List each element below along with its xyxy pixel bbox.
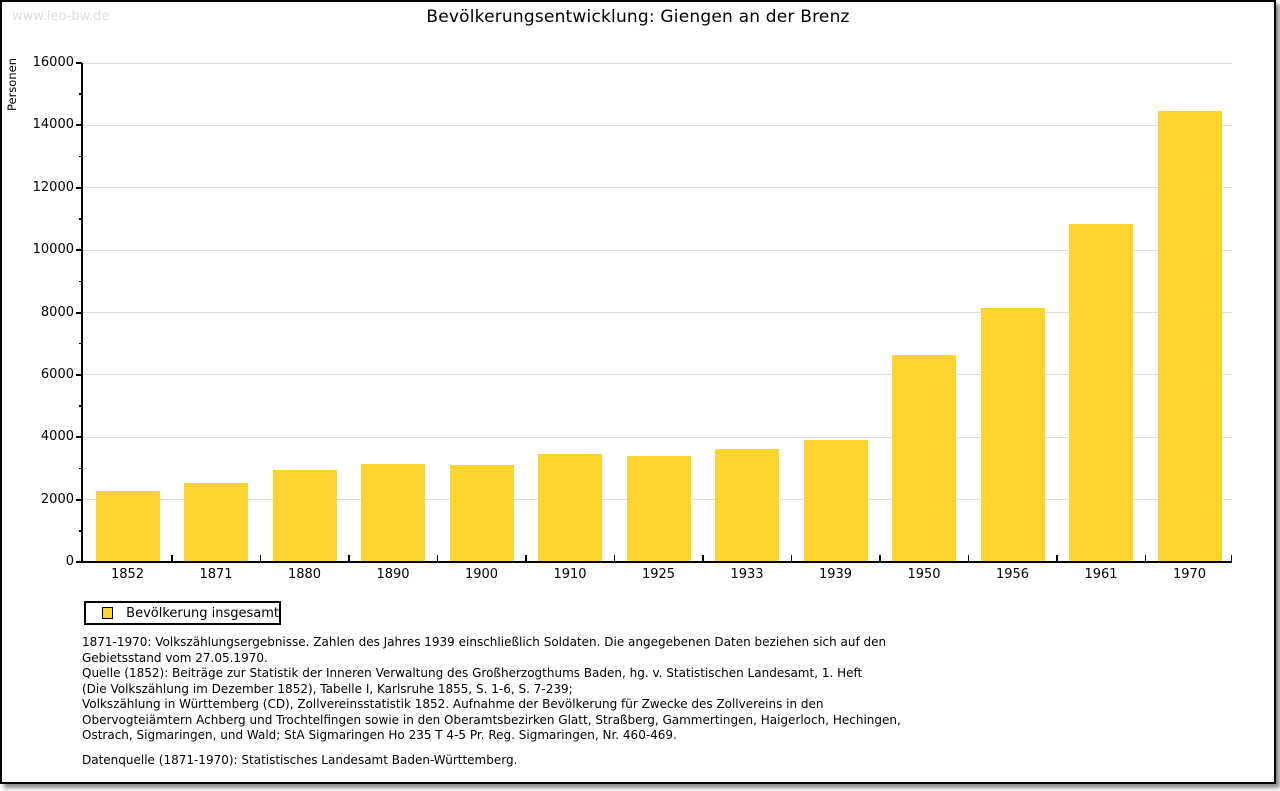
- x-tick-label: 1970: [1172, 567, 1207, 582]
- watermark-leo-bw: www.leo-bw.de: [12, 9, 110, 24]
- y-major-tick: [76, 561, 82, 563]
- bar: [1069, 223, 1133, 562]
- x-tick-label: 1939: [818, 567, 853, 582]
- y-tick-label: 0: [65, 554, 74, 569]
- y-minor-tick: [79, 530, 82, 532]
- y-grid-line: [83, 374, 1232, 376]
- y-major-tick: [76, 373, 82, 376]
- y-tick-label: 10000: [32, 242, 74, 258]
- x-tick: [436, 555, 438, 562]
- footnote-line: (Die Volkszählung im Dezember 1852), Tab…: [82, 681, 573, 696]
- legend: Bevölkerung insgesamt: [84, 601, 281, 625]
- bar: [538, 454, 602, 562]
- y-grid-line: [83, 62, 1232, 64]
- y-minor-tick: [79, 218, 82, 220]
- footnote-line: Obervogteiämtern Achberg und Trochtelfin…: [82, 712, 901, 727]
- y-tick-label: 6000: [40, 366, 74, 382]
- y-major-tick: [76, 311, 82, 314]
- y-tick-label: 8000: [40, 304, 74, 320]
- y-minor-tick: [79, 467, 82, 470]
- y-major-tick: [76, 62, 82, 64]
- x-tick-label: 1933: [730, 567, 764, 582]
- bar: [892, 355, 956, 562]
- x-axis-end-tick: [1230, 555, 1232, 562]
- x-tick: [348, 555, 350, 562]
- chart-title: Bevölkerungsentwicklung: Giengen an der …: [426, 7, 850, 27]
- x-tick: [171, 555, 173, 562]
- footnote-line: Ostrach, Sigmaringen, und Wald; StA Sigm…: [82, 728, 677, 742]
- y-minor-tick: [79, 405, 82, 407]
- x-tick-label: 1871: [199, 567, 233, 582]
- x-tick: [259, 555, 261, 562]
- y-grid-line: [83, 312, 1232, 313]
- x-tick-label: 1890: [376, 567, 410, 582]
- footnote-line: Quelle (1852): Beiträge zur Statistik de…: [82, 666, 863, 680]
- y-tick-label: 2000: [40, 491, 74, 507]
- y-minor-tick: [79, 155, 82, 158]
- bar: [803, 440, 868, 562]
- bar: [95, 491, 160, 562]
- datasource-line: Datenquelle (1871-1970): Statistisches L…: [82, 752, 518, 767]
- x-tick: [1056, 555, 1058, 562]
- x-axis-line: [81, 561, 1232, 563]
- y-grid-line: [83, 124, 1232, 126]
- x-tick-label: 1950: [907, 567, 941, 582]
- bar: [449, 464, 514, 562]
- y-grid-line: [83, 187, 1232, 189]
- y-minor-tick: [79, 280, 82, 283]
- legend-label: Bevölkerung insgesamt: [126, 605, 279, 621]
- y-axis-line: [81, 63, 83, 563]
- y-grid-line: [83, 249, 1232, 251]
- y-tick-label: 16000: [32, 55, 74, 70]
- footnotes: 1871-1970: Volkszählungsergebnisse. Zahl…: [82, 635, 1254, 768]
- bar: [980, 308, 1045, 562]
- x-tick: [967, 555, 969, 562]
- y-tick-label: 14000: [32, 117, 74, 133]
- bar: [1157, 111, 1222, 562]
- x-tick: [613, 555, 615, 562]
- x-tick-label: 1910: [553, 567, 587, 582]
- y-tick-label: 4000: [40, 429, 74, 445]
- x-tick: [525, 555, 527, 562]
- bar: [715, 449, 779, 562]
- legend-swatch-icon: [102, 607, 114, 619]
- y-major-tick: [76, 249, 82, 252]
- footnote-line: Gebietsstand vom 27.05.1970.: [82, 650, 268, 665]
- x-tick-label: 1956: [995, 567, 1030, 582]
- x-tick: [1144, 555, 1146, 562]
- x-tick-label: 1961: [1084, 567, 1118, 582]
- y-major-tick: [76, 124, 82, 127]
- x-tick-label: 1880: [287, 567, 322, 582]
- x-tick-label: 1852: [110, 567, 145, 582]
- x-tick: [879, 555, 881, 562]
- bar: [272, 470, 337, 562]
- y-major-tick: [76, 498, 82, 501]
- plot-area: 0 2000 4000 6000 8000 10000 12000 14000 16000 185…: [2, 2, 1274, 602]
- x-tick: [790, 555, 792, 562]
- x-tick-label: 1900: [464, 567, 499, 582]
- bar: [184, 482, 248, 562]
- y-tick-label: 12000: [32, 179, 74, 195]
- y-grid-line: [83, 436, 1232, 438]
- bar: [361, 463, 425, 562]
- y-minor-tick: [79, 342, 82, 345]
- y-minor-tick: [79, 93, 82, 95]
- x-tick-label: 1925: [641, 567, 676, 582]
- y-major-tick: [76, 436, 82, 439]
- bar: [626, 455, 691, 562]
- footnote-lines: 1871-1970: Volkszählungsergebnisse. Zahl…: [82, 635, 1254, 744]
- footnote-line: 1871-1970: Volkszählungsergebnisse. Zahl…: [82, 635, 887, 649]
- x-tick: [702, 555, 704, 562]
- y-major-tick: [76, 186, 82, 189]
- footnote-line: Volkszählung in Württemberg (CD), Zollve…: [82, 697, 824, 711]
